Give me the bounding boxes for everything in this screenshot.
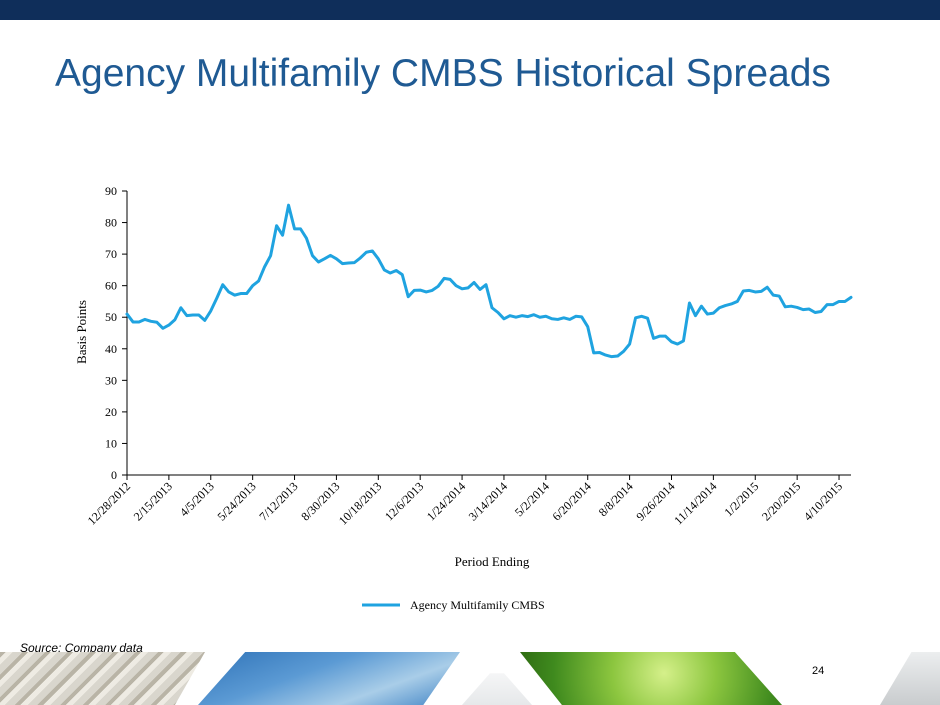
x-tick-label: 1/24/2014 [424, 479, 468, 523]
x-tick-label: 10/18/2013 [336, 479, 385, 528]
y-tick-label: 60 [105, 279, 117, 293]
y-tick-label: 10 [105, 436, 117, 450]
page-title: Agency Multifamily CMBS Historical Sprea… [55, 52, 831, 95]
x-tick-label: 6/20/2014 [550, 479, 594, 523]
y-tick-label: 0 [111, 468, 117, 482]
page-number: 24 [812, 665, 825, 677]
footer-image-strip [0, 652, 940, 705]
sky-image [198, 652, 460, 705]
grey-panel [880, 652, 940, 705]
x-axis-label: Period Ending [455, 554, 530, 569]
x-tick-label: 2/20/2015 [759, 479, 803, 523]
x-tick-label: 11/14/2014 [671, 479, 719, 527]
y-tick-label: 80 [105, 216, 117, 230]
header-bar [0, 0, 940, 20]
x-tick-label: 7/12/2013 [256, 479, 300, 523]
y-tick-label: 30 [105, 373, 117, 387]
legend-label: Agency Multifamily CMBS [410, 598, 545, 612]
series-line-agency-multifamily-cmbs [125, 203, 853, 359]
x-tick-label: 1/2/2015 [721, 479, 761, 519]
x-tick-label: 12/28/2012 [85, 479, 134, 528]
x-tick-label: 3/14/2014 [466, 479, 510, 523]
x-tick-label: 4/5/2013 [177, 479, 217, 519]
rope-image [0, 652, 205, 705]
y-tick-label: 70 [105, 247, 117, 261]
y-tick-label: 50 [105, 310, 117, 324]
leaf-image [520, 652, 782, 705]
y-tick-label: 20 [105, 405, 117, 419]
legend: Agency Multifamily CMBS [362, 598, 545, 612]
y-axis-label: Basis Points [74, 300, 89, 364]
x-tick-label: 8/8/2014 [596, 479, 636, 519]
source-note: Source: Company data [20, 641, 143, 655]
x-tick-label: 5/2/2014 [512, 479, 552, 519]
y-tick-label: 90 [105, 184, 117, 198]
y-axis: 0 10 20 30 40 50 60 70 80 90 [105, 184, 128, 482]
x-tick-label: 12/6/2013 [382, 479, 426, 523]
x-tick-label: 4/10/2015 [801, 479, 845, 523]
grey-wedge [462, 673, 532, 705]
x-tick-label: 5/24/2013 [214, 479, 258, 523]
y-tick-label: 40 [105, 342, 117, 356]
x-tick-label: 2/15/2013 [131, 479, 175, 523]
